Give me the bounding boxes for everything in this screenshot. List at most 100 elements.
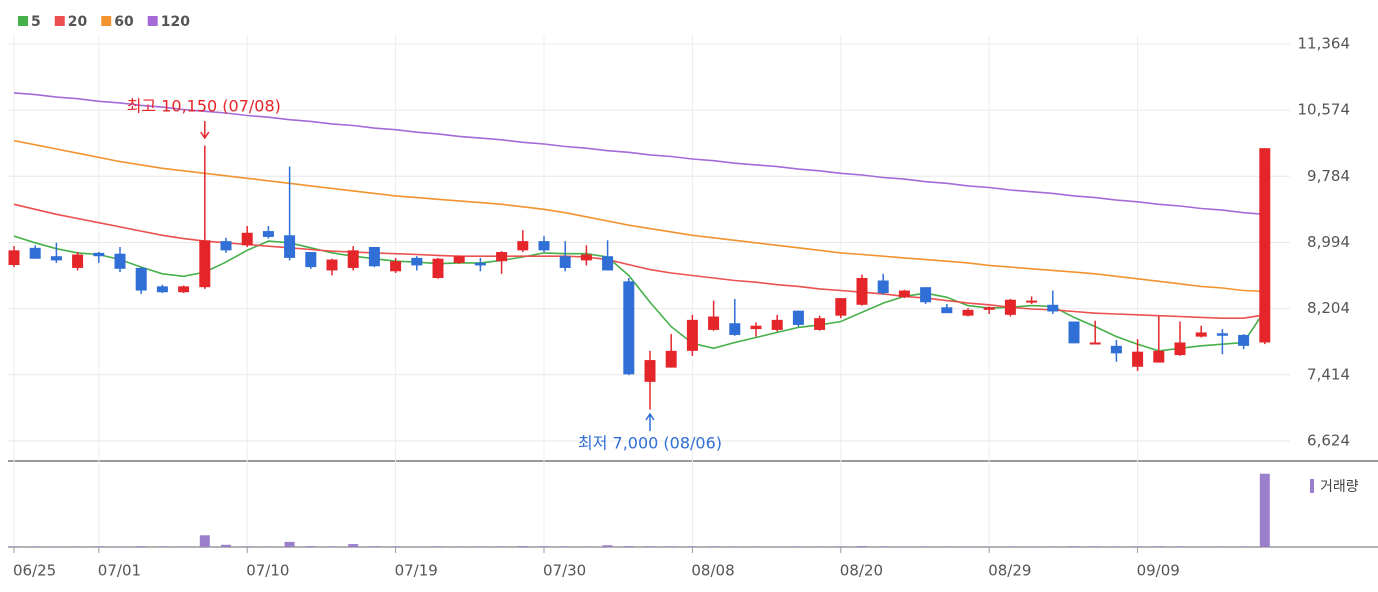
volume-bar <box>179 546 189 547</box>
volume-bar <box>666 546 676 547</box>
candle-body <box>9 250 20 265</box>
volume-bar <box>1090 546 1100 547</box>
candle-body <box>348 250 359 268</box>
candle-body <box>581 255 592 261</box>
candle-body <box>305 252 316 267</box>
volume-bar <box>730 546 740 547</box>
candle-body <box>878 280 889 293</box>
candle-body <box>1111 346 1122 354</box>
candle-body <box>93 253 104 256</box>
x-tick-label: 09/09 <box>1137 562 1180 580</box>
volume-bar <box>433 546 443 547</box>
candle-body <box>1259 148 1270 342</box>
volume-bar <box>624 546 634 547</box>
legend-label: 60 <box>114 14 134 30</box>
volume-bar <box>94 546 104 547</box>
x-tick-label: 08/29 <box>988 562 1031 580</box>
volume-bar <box>497 546 507 547</box>
volume-bar <box>1260 474 1270 547</box>
x-tick-label: 08/20 <box>840 562 883 580</box>
candle-body <box>772 320 783 330</box>
volume-legend-label: 거래량 <box>1320 479 1359 495</box>
volume-bar <box>348 544 358 547</box>
volume-bar <box>1111 546 1121 547</box>
candle-body <box>1175 342 1186 355</box>
volume-bar <box>1133 546 1143 547</box>
candle-body <box>539 241 550 250</box>
candle-body <box>30 248 41 259</box>
volume-legend-swatch <box>1310 479 1314 493</box>
candle-body <box>1026 301 1037 303</box>
candle-body <box>1090 342 1101 344</box>
candle-body <box>72 255 83 268</box>
candle-body <box>178 286 189 292</box>
volume-bar <box>560 546 570 547</box>
candle-body <box>1132 352 1143 367</box>
x-tick-label: 07/19 <box>395 562 438 580</box>
volume-bar <box>709 546 719 547</box>
legend-swatch <box>148 16 158 26</box>
volume-bar <box>793 546 803 547</box>
candle-body <box>1005 300 1016 315</box>
volume-bar <box>369 546 379 547</box>
candle-body <box>963 310 974 316</box>
candle-body <box>708 317 719 330</box>
candle-body <box>687 320 698 351</box>
candle-body <box>157 286 168 292</box>
volume-bar <box>30 546 40 547</box>
volume-bar <box>391 546 401 547</box>
volume-bar <box>9 546 19 547</box>
candle-body <box>645 360 656 382</box>
candle-body <box>115 254 126 269</box>
candle-body <box>51 256 62 260</box>
high-arrow <box>201 121 209 138</box>
volume-bar <box>878 546 888 547</box>
candle-body <box>390 261 401 271</box>
candle-body <box>560 256 571 268</box>
volume-bar <box>242 546 252 547</box>
y-tick-label: 8,204 <box>1307 299 1350 317</box>
volume-bar <box>1154 546 1164 547</box>
volume-bar <box>1005 546 1015 547</box>
legend-label: 5 <box>31 14 41 30</box>
volume-bar <box>836 546 846 547</box>
y-tick-label: 8,994 <box>1307 233 1350 251</box>
y-tick-label: 6,624 <box>1307 431 1350 449</box>
candle-body <box>242 233 253 246</box>
x-tick-label: 07/10 <box>246 562 289 580</box>
candle-body <box>857 278 868 305</box>
candle-body <box>1238 335 1249 346</box>
volume-bar <box>285 542 295 547</box>
candle-body <box>199 240 210 287</box>
candle-body <box>623 281 634 374</box>
candle-body <box>454 256 465 263</box>
volume-bar <box>687 546 697 547</box>
volume-bar <box>157 546 167 547</box>
legend-swatch <box>101 16 111 26</box>
legend-swatch <box>55 16 65 26</box>
volume-bar <box>921 546 931 547</box>
candle-body <box>327 260 338 271</box>
candle-body <box>793 311 804 325</box>
volume-bar <box>518 546 528 547</box>
candle-body <box>602 256 613 270</box>
volume-bar <box>1069 546 1079 547</box>
volume-bar <box>1175 546 1185 547</box>
legend-label: 20 <box>68 14 88 30</box>
x-tick-label: 08/08 <box>691 562 734 580</box>
x-tick-label: 07/01 <box>98 562 141 580</box>
candle-body <box>496 252 507 261</box>
x-tick-label: 06/25 <box>13 562 56 580</box>
x-tick-label: 07/30 <box>543 562 586 580</box>
candle-body <box>729 323 740 335</box>
candle-body <box>1047 305 1058 312</box>
volume-bar <box>221 545 231 547</box>
volume-bar <box>539 546 549 547</box>
candle-body <box>835 298 846 316</box>
volume-bar <box>475 546 485 547</box>
legend-label: 120 <box>161 14 190 30</box>
volume-bar <box>136 546 146 547</box>
volume-bar <box>327 546 337 547</box>
candle-body <box>517 241 528 250</box>
candle-body <box>984 307 995 310</box>
